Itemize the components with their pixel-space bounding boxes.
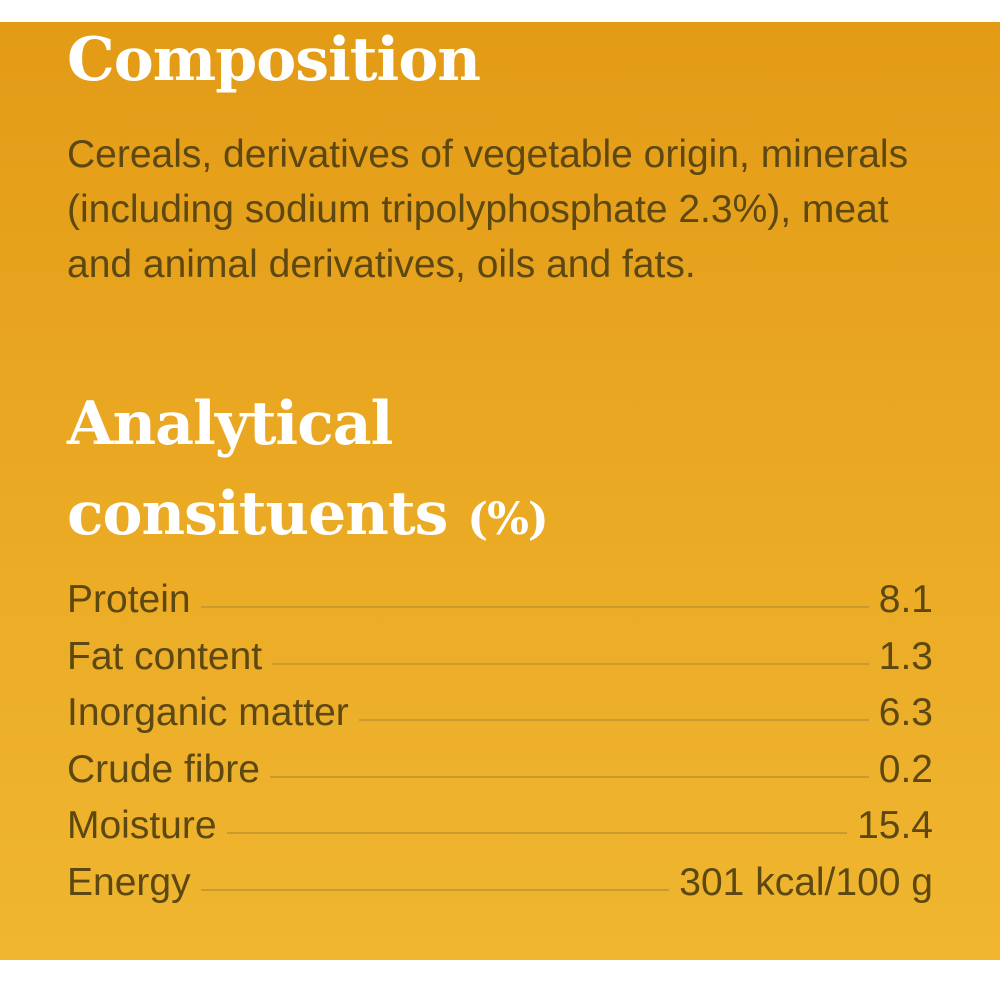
constituent-label: Energy [67,860,191,904]
constituent-value: 8.1 [878,578,933,621]
constituent-label: Protein [67,578,191,621]
constituent-row: Inorganic matter 6.3 [67,691,933,748]
leader-line [272,662,869,665]
constituent-row: Energy 301 kcal/100 g [67,861,933,918]
composition-title: Composition [67,25,481,95]
leader-line [226,832,848,834]
constituent-value: 0.2 [878,747,933,791]
constituent-value: 15.4 [857,804,933,847]
panel: Composition Cereals, derivatives of vege… [0,22,1000,960]
constituent-row: Fat content 1.3 [67,635,933,692]
constituent-value: 1.3 [878,634,933,678]
analytical-title-line: consituents [67,479,448,549]
analytical-title: consituents (%) [67,484,933,544]
constituents-list: Protein 8.1 Fat content 1.3 Inorganic matter… [67,578,933,917]
composition-text: Cereals, derivatives of vegetable origin… [67,133,909,286]
constituent-row: Protein 8.1 [67,578,933,635]
leader-line [200,888,670,891]
constituent-row: Moisture 15.4 [67,804,933,861]
leader-line [358,719,869,721]
leader-line [200,606,869,608]
constituent-label: Inorganic matter [67,691,349,734]
constituent-value: 301 kcal/100 g [679,860,933,904]
constituent-label: Fat content [67,634,263,678]
constituent-value: 6.3 [878,691,933,734]
analytical-title: Analytical [67,389,393,459]
unit: (%) [467,494,548,545]
leader-line [269,775,869,778]
constituent-label: Moisture [67,804,217,847]
constituent-label: Crude fibre [67,747,260,791]
constituent-row: Crude fibre 0.2 [67,748,933,805]
